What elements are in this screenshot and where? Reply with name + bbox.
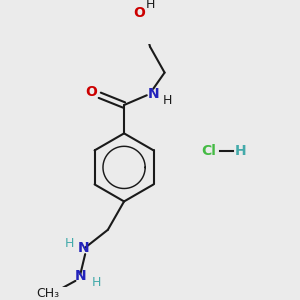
Text: H: H: [163, 94, 172, 106]
Text: H: H: [235, 144, 247, 158]
Text: O: O: [134, 6, 146, 20]
Text: H: H: [145, 0, 155, 11]
Text: H: H: [64, 237, 74, 250]
Text: Cl: Cl: [201, 144, 216, 158]
Text: N: N: [78, 241, 89, 255]
Text: CH₃: CH₃: [36, 287, 59, 300]
Text: N: N: [147, 87, 159, 101]
Text: H: H: [92, 276, 101, 289]
Text: N: N: [74, 269, 86, 283]
Text: O: O: [86, 85, 98, 99]
